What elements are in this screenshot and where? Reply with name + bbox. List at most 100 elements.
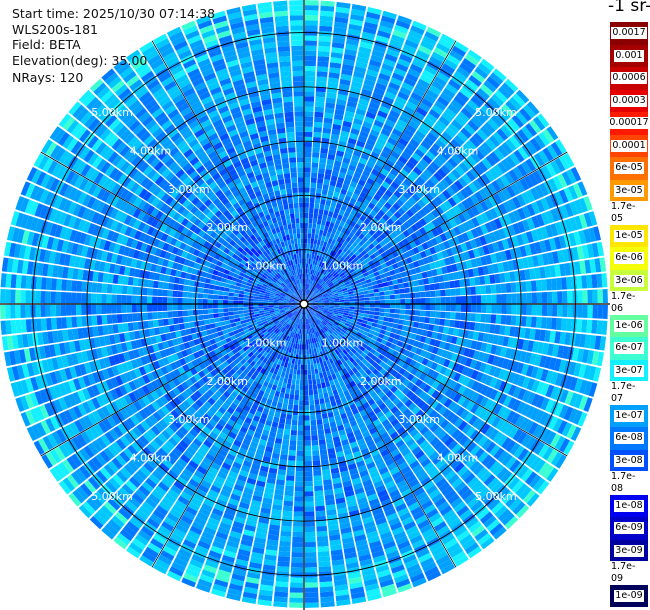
ppi-gate-cell	[521, 304, 527, 315]
ppi-gate-cell	[391, 350, 399, 357]
ppi-gate-cell	[151, 470, 164, 481]
ppi-gate-cell	[168, 423, 179, 433]
ppi-gate-cell	[566, 424, 577, 439]
ppi-gate-cell	[201, 502, 213, 512]
ppi-gate-cell	[76, 304, 82, 316]
ppi-gate-cell	[207, 397, 216, 406]
ppi-gate-cell	[516, 401, 526, 414]
ppi-gate-cell	[327, 329, 333, 335]
ppi-gate-cell	[323, 484, 333, 491]
ppi-gate-cell	[345, 394, 353, 402]
ppi-gate-cell	[195, 421, 205, 430]
ppi-gate-cell	[405, 344, 413, 352]
ppi-gate-cell	[389, 354, 396, 362]
ppi-gate-cell	[447, 401, 457, 411]
ppi-gate-cell	[445, 513, 459, 525]
ppi-gate-cell	[408, 501, 420, 512]
ppi-gate-cell	[158, 501, 171, 512]
ppi-gate-cell	[235, 435, 244, 443]
ppi-gate-cell	[441, 533, 456, 545]
ppi-gate-cell	[126, 546, 141, 559]
ppi-gate-cell	[355, 417, 364, 425]
ppi-gate-cell	[311, 310, 316, 315]
ppi-gate-cell	[152, 288, 158, 296]
ppi-gate-cell	[170, 532, 184, 543]
ppi-gate-cell	[311, 440, 319, 446]
ppi-gate-cell	[10, 289, 16, 304]
ppi-gate-cell	[503, 382, 512, 395]
ppi-gate-cell	[278, 349, 284, 355]
ppi-gate-cell	[286, 414, 293, 420]
ppi-gate-cell	[339, 351, 346, 358]
ppi-gate-cell	[294, 491, 304, 497]
ppi-gate-cell	[325, 381, 331, 388]
ppi-gate-cell	[233, 300, 239, 304]
ppi-gate-cell	[208, 466, 219, 476]
ppi-gate-cell	[519, 327, 526, 339]
ppi-gate-cell	[76, 292, 82, 304]
ppi-gate-cell	[171, 561, 186, 573]
ppi-gate-cell	[318, 307, 324, 310]
ppi-gate-cell	[327, 321, 333, 327]
ppi-gate-cell	[412, 432, 423, 442]
ppi-gate-cell	[535, 395, 545, 409]
ppi-gate-cell	[347, 463, 357, 471]
ppi-gate-cell	[260, 367, 266, 375]
ppi-gate-cell	[429, 423, 440, 433]
ppi-gate-cell	[275, 484, 285, 491]
ppi-gate-cell	[279, 535, 292, 542]
ppi-gate-cell	[398, 335, 406, 342]
ppi-gate-cell	[535, 367, 544, 380]
ppi-gate-cell	[276, 353, 282, 360]
ppi-gate-cell	[304, 486, 314, 492]
ppi-gate-cell	[311, 322, 315, 328]
ppi-gate-cell	[221, 427, 231, 436]
ppi-gate-cell	[326, 342, 332, 348]
ppi-gate-cell	[530, 366, 539, 379]
ppi-gate-cell	[397, 583, 413, 593]
ppi-gate-cell	[243, 294, 249, 299]
ppi-gate-cell	[499, 346, 508, 358]
ppi-gate-cell	[253, 296, 259, 300]
ppi-gate-cell	[343, 448, 353, 456]
ppi-gate-cell	[300, 308, 303, 314]
ppi-gate-cell	[308, 379, 313, 385]
ppi-gate-cell	[308, 344, 311, 350]
ppi-gate-cell	[419, 439, 430, 450]
ppi-gate-cell	[209, 377, 218, 386]
ppi-gate-cell	[234, 456, 244, 465]
ppi-gate-cell	[417, 454, 428, 464]
ppi-gate-cell	[253, 369, 260, 377]
ppi-gate-cell	[501, 491, 515, 504]
ppi-gate-cell	[290, 342, 294, 349]
ppi-gate-cell	[406, 424, 416, 434]
ppi-gate-cell	[280, 449, 289, 456]
ppi-gate-cell	[187, 563, 202, 574]
ppi-gate-cell	[286, 352, 291, 358]
ppi-gate-cell	[382, 356, 389, 364]
ppi-gate-cell	[233, 483, 244, 492]
ppi-gate-cell	[218, 316, 225, 322]
ppi-gate-cell	[25, 290, 31, 304]
ppi-gate-cell	[268, 467, 278, 475]
ppi-gate-cell	[335, 419, 343, 427]
ppi-gate-cell	[313, 308, 318, 311]
ppi-gate-cell	[311, 435, 318, 441]
ppi-gate-cell	[96, 304, 102, 315]
ppi-gate-cell	[324, 489, 334, 496]
ppi-gate-cell	[381, 406, 390, 415]
ppi-gate-cell	[366, 439, 375, 448]
ppi-gate-cell	[349, 380, 357, 388]
ppi-gate-cell	[366, 422, 375, 431]
ppi-gate-cell	[296, 374, 301, 380]
ppi-gate-cell	[304, 420, 310, 426]
ppi-gate-cell	[288, 399, 294, 405]
ppi-gate-cell	[275, 375, 281, 382]
ppi-gate-cell	[299, 395, 304, 401]
ppi-gate-cell	[224, 398, 233, 407]
ppi-gate-cell	[363, 382, 371, 390]
ppi-gate-cell	[436, 444, 447, 455]
ppi-gate-cell	[218, 286, 225, 292]
ppi-gate-cell	[316, 520, 327, 527]
ppi-gate-cell	[162, 282, 169, 290]
